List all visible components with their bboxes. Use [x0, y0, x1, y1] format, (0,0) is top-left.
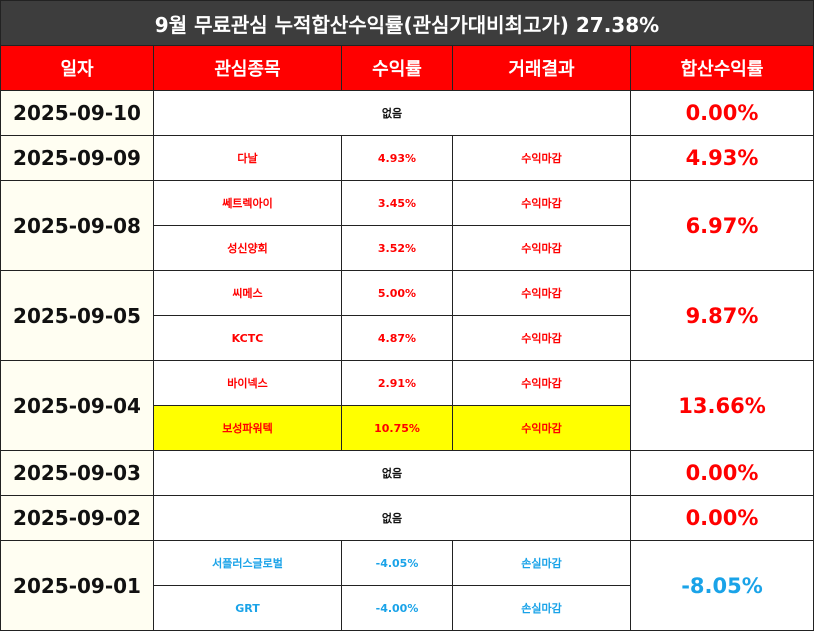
no-pick-cell: 없음: [153, 90, 631, 136]
table-row: 2025-09-08 쎄트렉아이 3.45% 수익마감 6.97%: [0, 180, 814, 271]
return-cell: -4.05%: [341, 540, 453, 586]
stock-name-cell: KCTC: [153, 315, 342, 361]
header-total: 합산수익률: [630, 45, 814, 91]
return-cell: 2.91%: [341, 360, 453, 406]
no-pick-cell: 없음: [153, 495, 631, 541]
return-cell: 10.75%: [341, 405, 453, 451]
date-cell: 2025-09-04: [0, 360, 154, 451]
total-return-cell: 0.00%: [630, 90, 814, 136]
header-date: 일자: [0, 45, 154, 91]
header-stock: 관심종목: [153, 45, 342, 91]
stock-name-cell: GRT: [153, 585, 342, 631]
table-row: 2025-09-03 없음 0.00%: [0, 450, 814, 496]
stock-name-cell: 보성파워텍: [153, 405, 342, 451]
return-cell: 4.93%: [341, 135, 453, 181]
total-return-cell: 6.97%: [630, 180, 814, 271]
result-cell: 수익마감: [452, 405, 631, 451]
date-cell: 2025-09-09: [0, 135, 154, 181]
stock-name-cell: 서플러스글로벌: [153, 540, 342, 586]
return-cell: 3.52%: [341, 225, 453, 271]
date-cell: 2025-09-05: [0, 270, 154, 361]
date-cell: 2025-09-03: [0, 450, 154, 496]
total-return-cell: 4.93%: [630, 135, 814, 181]
stock-name-cell: 씨메스: [153, 270, 342, 316]
table-row: 2025-09-02 없음 0.00%: [0, 495, 814, 541]
stock-name-cell: 바이넥스: [153, 360, 342, 406]
table-row: 2025-09-05 씨메스 5.00% 수익마감 9.87%: [0, 270, 814, 361]
table-row: KCTC 4.87% 수익마감: [1, 315, 814, 361]
result-cell: 수익마감: [452, 360, 631, 406]
return-cell: 4.87%: [341, 315, 453, 361]
result-cell: 수익마감: [452, 135, 631, 181]
table-row: GRT -4.00% 손실마감: [1, 585, 814, 631]
return-cell: -4.00%: [341, 585, 453, 631]
total-return-cell: 13.66%: [630, 360, 814, 451]
header-return: 수익률: [341, 45, 453, 91]
table-row: 2025-09-04 바이넥스 2.91% 수익마감 13.66%: [0, 360, 814, 451]
result-cell: 수익마감: [452, 315, 631, 361]
table-row-highlighted: 보성파워텍 10.75% 수익마감: [1, 405, 814, 451]
date-cell: 2025-09-08: [0, 180, 154, 271]
date-cell: 2025-09-02: [0, 495, 154, 541]
header-result: 거래결과: [452, 45, 631, 91]
result-cell: 손실마감: [452, 540, 631, 586]
return-cell: 5.00%: [341, 270, 453, 316]
stock-name-cell: 성신양회: [153, 225, 342, 271]
table-row: 2025-09-10 없음 0.00%: [0, 90, 814, 136]
table-title: 9월 무료관심 누적합산수익률(관심가대비최고가) 27.38%: [0, 0, 814, 46]
table-row: 성신양회 3.52% 수익마감: [1, 225, 814, 271]
table-row: 2025-09-09 다날 4.93% 수익마감 4.93%: [0, 135, 814, 181]
total-return-cell: -8.05%: [630, 540, 814, 631]
result-cell: 수익마감: [452, 225, 631, 271]
no-pick-cell: 없음: [153, 450, 631, 496]
return-cell: 3.45%: [341, 180, 453, 226]
result-cell: 손실마감: [452, 585, 631, 631]
date-cell: 2025-09-01: [0, 540, 154, 631]
result-cell: 수익마감: [452, 270, 631, 316]
date-cell: 2025-09-10: [0, 90, 154, 136]
stock-name-cell: 다날: [153, 135, 342, 181]
total-return-cell: 0.00%: [630, 450, 814, 496]
result-cell: 수익마감: [452, 180, 631, 226]
table-row: 2025-09-01 서플러스글로벌 -4.05% 손실마감 -8.05%: [0, 540, 814, 631]
stock-name-cell: 쎄트렉아이: [153, 180, 342, 226]
total-return-cell: 0.00%: [630, 495, 814, 541]
total-return-cell: 9.87%: [630, 270, 814, 361]
